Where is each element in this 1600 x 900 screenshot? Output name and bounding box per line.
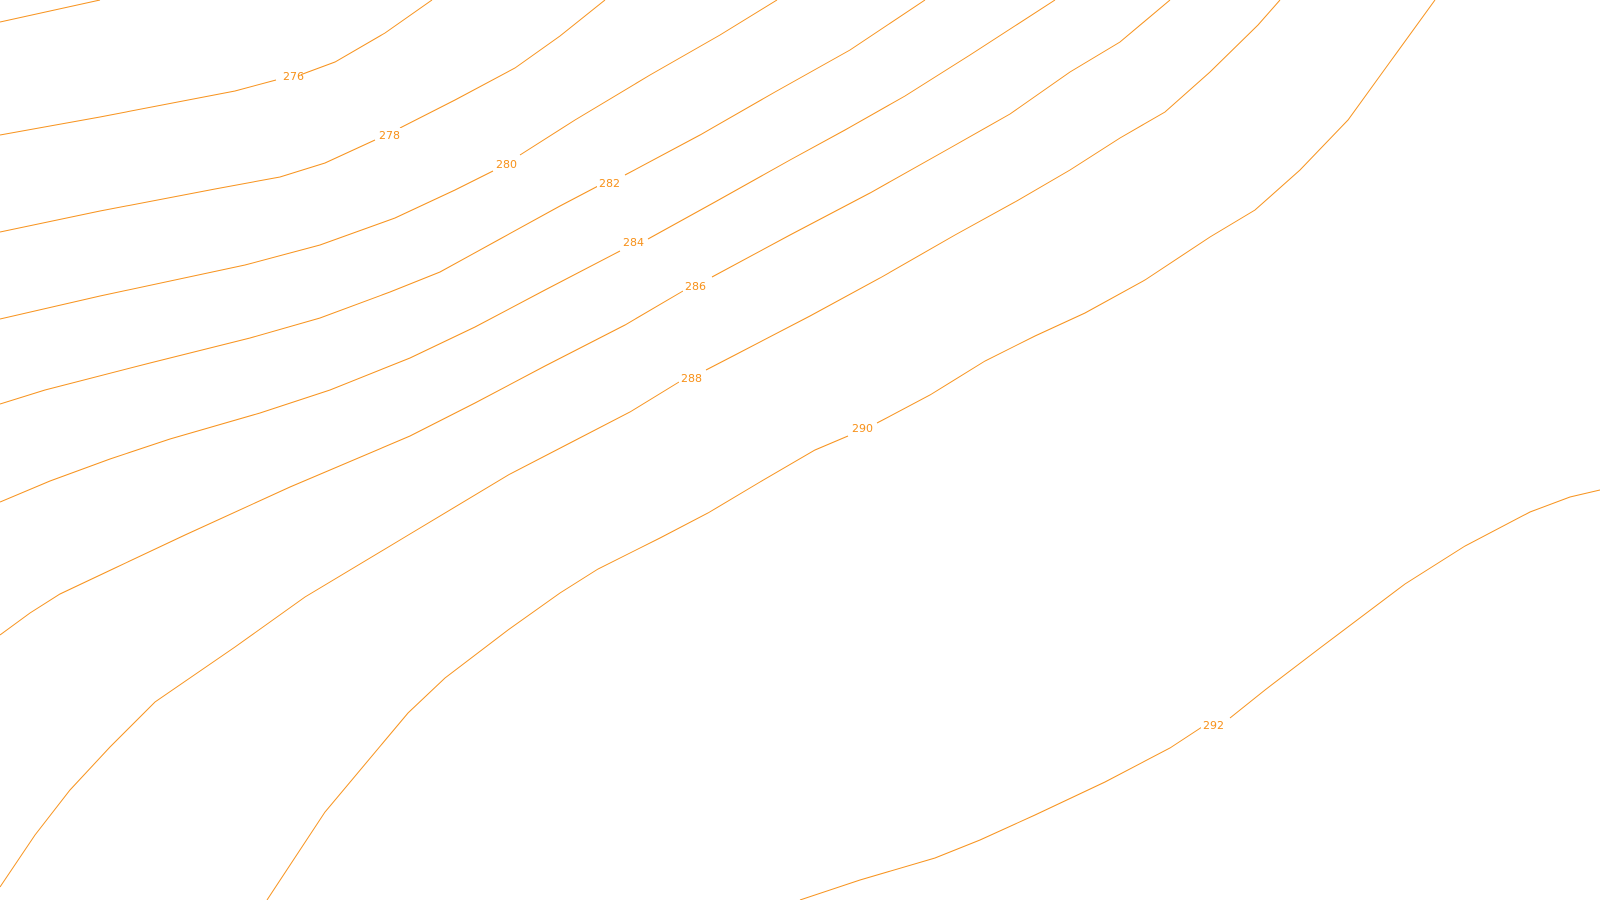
contour-line-276 — [0, 0, 433, 136]
contour-label-bg-276 — [277, 69, 301, 82]
contour-label-284: 284 — [623, 236, 644, 249]
contour-label-bg-278 — [377, 128, 401, 141]
contour-label-288: 288 — [681, 372, 702, 385]
contour-line-290 — [266, 0, 1436, 900]
contour-line-286 — [0, 0, 1171, 636]
contour-label-290: 290 — [852, 422, 873, 435]
contour-label-282: 282 — [599, 177, 620, 190]
contour-line-284 — [0, 0, 1056, 503]
contour-label-bg-290 — [850, 421, 874, 434]
contour-label-292: 292 — [1203, 719, 1224, 732]
contour-label-bg-288 — [679, 371, 703, 384]
contour-label-bg-286 — [683, 279, 707, 292]
contour-label-bg-292 — [1201, 718, 1225, 731]
contour-line-288 — [0, 0, 1281, 888]
contour-label-278: 278 — [379, 129, 400, 142]
contour-label-276: 276 — [283, 70, 304, 83]
contour-label-286: 286 — [685, 280, 706, 293]
contour-line-280 — [0, 0, 778, 320]
contour-line-292 — [799, 489, 1600, 900]
contour-label-280: 280 — [496, 158, 517, 171]
contour-line-282 — [0, 0, 926, 405]
contour-label-bg-284 — [621, 235, 645, 248]
contour-label-bg-282 — [597, 176, 621, 189]
contour-line-274 — [0, 0, 101, 23]
contour-line-278 — [0, 0, 606, 233]
contour-label-bg-280 — [494, 157, 518, 170]
